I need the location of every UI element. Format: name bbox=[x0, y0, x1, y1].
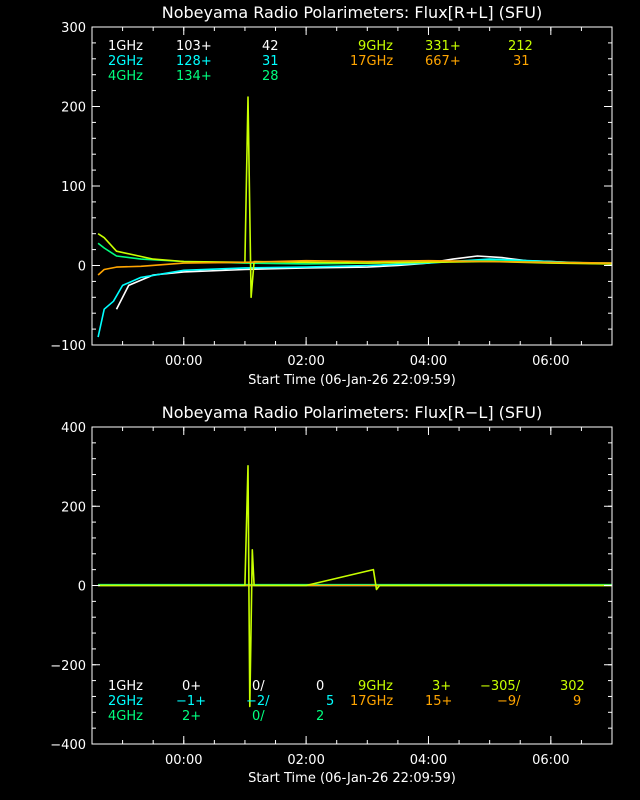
chart-title: Nobeyama Radio Polarimeters: Flux[R+L] (… bbox=[162, 3, 542, 22]
y-tick-label: 200 bbox=[61, 500, 86, 515]
y-tick-label: 300 bbox=[61, 21, 86, 36]
legend-base: 3+ bbox=[432, 679, 451, 694]
plot-frame bbox=[91, 26, 613, 346]
legend-band: 17GHz bbox=[350, 54, 393, 69]
legend-band: 2GHz bbox=[108, 694, 143, 709]
legend-base: 134+ bbox=[176, 69, 212, 84]
x-tick-label: 04:00 bbox=[410, 354, 447, 369]
legend-band: 1GHz bbox=[108, 679, 143, 694]
legend-peak: 0 bbox=[316, 679, 324, 694]
x-tick-label: 02:00 bbox=[287, 354, 324, 369]
legend-mid: −305/ bbox=[480, 679, 521, 694]
y-tick-label: −400 bbox=[50, 738, 86, 753]
x-tick-label: 02:00 bbox=[287, 753, 324, 768]
legend-band: 4GHz bbox=[108, 69, 143, 84]
legend-mid: 0/ bbox=[252, 709, 265, 724]
legend-peak: 5 bbox=[326, 694, 334, 709]
legend-peak: 31 bbox=[513, 54, 530, 69]
y-tick-label: −100 bbox=[50, 339, 86, 354]
series-line-1ghz bbox=[115, 255, 613, 310]
x-tick-label: 04:00 bbox=[410, 753, 447, 768]
legend-band: 9GHz bbox=[358, 39, 393, 54]
legend-base: 667+ bbox=[425, 54, 461, 69]
flux-sum-panel: Nobeyama Radio Polarimeters: Flux[R+L] (… bbox=[50, 3, 613, 388]
legend-base: 0+ bbox=[182, 679, 201, 694]
series-line-2ghz bbox=[97, 258, 613, 338]
legend-peak: 28 bbox=[262, 69, 279, 84]
x-tick-label: 06:00 bbox=[532, 354, 569, 369]
legend-peak: 2 bbox=[316, 709, 324, 724]
x-axis-label: Start Time (06-Jan-26 22:09:59) bbox=[248, 771, 456, 786]
series-line-17ghz bbox=[97, 259, 613, 276]
legend-peak: 212 bbox=[508, 39, 533, 54]
legend-mid: −2/ bbox=[246, 694, 270, 709]
x-tick-label: 00:00 bbox=[165, 354, 202, 369]
legend-band: 4GHz bbox=[108, 709, 143, 724]
legend-band: 9GHz bbox=[358, 679, 393, 694]
legend-mid: 0/ bbox=[252, 679, 265, 694]
y-tick-label: −200 bbox=[50, 659, 86, 674]
legend-peak: 31 bbox=[262, 54, 279, 69]
legend: 1GHz 103+ 42 2GHz 128+ 31 4GHz 134+ 28 9… bbox=[108, 39, 533, 84]
y-tick-label: 400 bbox=[61, 421, 86, 436]
legend: 1GHz 0+ 0/ 0 2GHz −1+ −2/ 5 4GHz 2+ 0/ 2… bbox=[108, 679, 585, 724]
legend-base: 15+ bbox=[425, 694, 452, 709]
x-axis-label: Start Time (06-Jan-26 22:09:59) bbox=[248, 373, 456, 388]
legend-band: 17GHz bbox=[350, 694, 393, 709]
legend-base: −1+ bbox=[176, 694, 206, 709]
legend-mid: −9/ bbox=[497, 694, 521, 709]
legend-peak: 9 bbox=[573, 694, 581, 709]
y-tick-label: 0 bbox=[78, 260, 86, 275]
chart-title: Nobeyama Radio Polarimeters: Flux[R−L] (… bbox=[162, 403, 542, 422]
legend-base: 331+ bbox=[425, 39, 461, 54]
y-tick-label: 100 bbox=[61, 180, 86, 195]
legend-base: 128+ bbox=[176, 54, 212, 69]
legend-band: 1GHz bbox=[108, 39, 143, 54]
legend-base: 103+ bbox=[176, 39, 212, 54]
legend-peak: 42 bbox=[262, 39, 279, 54]
y-tick-label: 200 bbox=[61, 101, 86, 116]
x-tick-label: 00:00 bbox=[165, 753, 202, 768]
legend-band: 2GHz bbox=[108, 54, 143, 69]
y-tick-label: 0 bbox=[78, 580, 86, 595]
legend-base: 2+ bbox=[182, 709, 201, 724]
legend-peak: 302 bbox=[560, 679, 585, 694]
flux-diff-panel: Nobeyama Radio Polarimeters: Flux[R−L] (… bbox=[50, 403, 613, 786]
series-line-9ghz bbox=[98, 464, 612, 708]
x-tick-label: 06:00 bbox=[532, 753, 569, 768]
